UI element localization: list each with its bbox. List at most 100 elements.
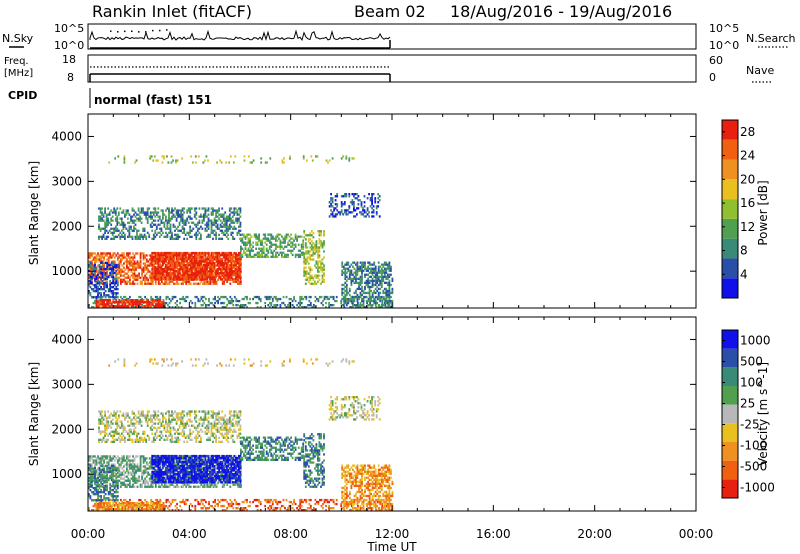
power-cell <box>135 252 137 255</box>
power-cell <box>190 268 193 271</box>
power-cell <box>180 268 182 271</box>
power-cell <box>115 273 118 277</box>
power-cell <box>193 255 196 259</box>
power-cell <box>371 207 373 210</box>
power-cell <box>331 211 334 214</box>
power-cell <box>219 219 222 222</box>
power-cell <box>117 213 120 216</box>
power-cell <box>147 268 150 271</box>
power-cell <box>312 246 315 249</box>
power-cell <box>151 257 154 261</box>
power-cell <box>386 267 389 270</box>
power-cell <box>165 297 168 301</box>
velocity-cell <box>106 483 108 486</box>
power-cell <box>126 260 128 263</box>
power-cell <box>303 295 306 299</box>
velocity-cell <box>217 498 219 502</box>
power-cell <box>332 304 335 307</box>
power-cell <box>308 299 311 303</box>
nsky-dot <box>110 30 112 32</box>
power-cell <box>213 217 216 220</box>
power-cell <box>327 161 329 164</box>
velocity-cell <box>191 504 194 508</box>
velocity-cell <box>106 473 108 476</box>
power-cell <box>341 293 344 297</box>
velocity-cell <box>147 506 150 509</box>
power-cell <box>278 237 280 240</box>
power-cell <box>114 225 117 228</box>
power-cell <box>196 227 199 230</box>
power-cell <box>367 285 369 289</box>
power-cell <box>137 209 140 212</box>
power-cell <box>351 301 353 305</box>
power-cell <box>107 267 110 271</box>
power-cell <box>182 254 184 257</box>
power-cell <box>118 268 121 271</box>
power-cell <box>126 264 128 267</box>
power-cell <box>285 306 288 309</box>
power-cell <box>196 278 199 281</box>
power-cell <box>235 260 238 263</box>
velocity-cell <box>221 509 224 512</box>
power-cell <box>213 255 216 259</box>
power-cell <box>157 299 160 302</box>
power-cell <box>174 306 177 309</box>
power-cell <box>183 274 186 277</box>
velocity-cell <box>306 507 309 510</box>
power-cell <box>380 277 383 280</box>
power-cell <box>112 296 115 299</box>
power-cell <box>206 268 208 271</box>
power-cell <box>228 264 231 267</box>
power-cell <box>139 235 141 238</box>
power-cell <box>203 274 206 277</box>
power-cell <box>304 270 307 273</box>
velocity-cell <box>161 506 163 509</box>
power-cell <box>136 231 138 234</box>
velocity-cell <box>309 507 312 510</box>
power-cell <box>180 278 182 281</box>
power-cell <box>385 281 388 284</box>
power-cell <box>183 280 186 283</box>
power-cell <box>358 306 360 309</box>
power-cell <box>215 225 217 228</box>
power-cell <box>174 237 176 240</box>
power-cell <box>142 207 144 210</box>
velocity-cell <box>107 465 110 468</box>
power-cell <box>377 306 380 309</box>
power-cell <box>147 301 150 304</box>
power-cell <box>135 301 137 304</box>
power-cell <box>222 213 225 216</box>
power-cell <box>243 251 245 254</box>
power-cell <box>116 215 119 218</box>
power-cell <box>303 272 306 275</box>
power-cell <box>261 251 264 254</box>
power-cell <box>101 265 104 269</box>
power-cell <box>110 303 113 306</box>
power-cell <box>144 268 146 271</box>
power-cell <box>352 295 354 299</box>
velocity-cell <box>118 504 121 507</box>
power-cell <box>124 256 127 259</box>
power-cell <box>152 276 155 279</box>
power-cell <box>385 306 388 309</box>
power-cell <box>259 239 262 242</box>
velocity-cell <box>170 502 172 506</box>
power-cell <box>110 256 113 259</box>
power-cell <box>137 229 140 232</box>
power-cell <box>288 297 291 301</box>
power-cell <box>348 273 351 276</box>
velocity-cell <box>376 498 379 502</box>
velocity-cell <box>101 459 104 462</box>
power-cell <box>227 301 230 305</box>
power-cell <box>227 274 230 277</box>
power-cell <box>206 264 208 267</box>
power-cell <box>233 266 236 269</box>
power-cell <box>215 257 217 261</box>
power-cell <box>361 285 363 289</box>
power-cell <box>371 269 374 272</box>
velocity-cell <box>103 473 105 476</box>
power-cell <box>359 291 362 295</box>
power-cell <box>271 251 274 254</box>
power-cell <box>388 291 391 295</box>
power-cell <box>237 278 239 281</box>
